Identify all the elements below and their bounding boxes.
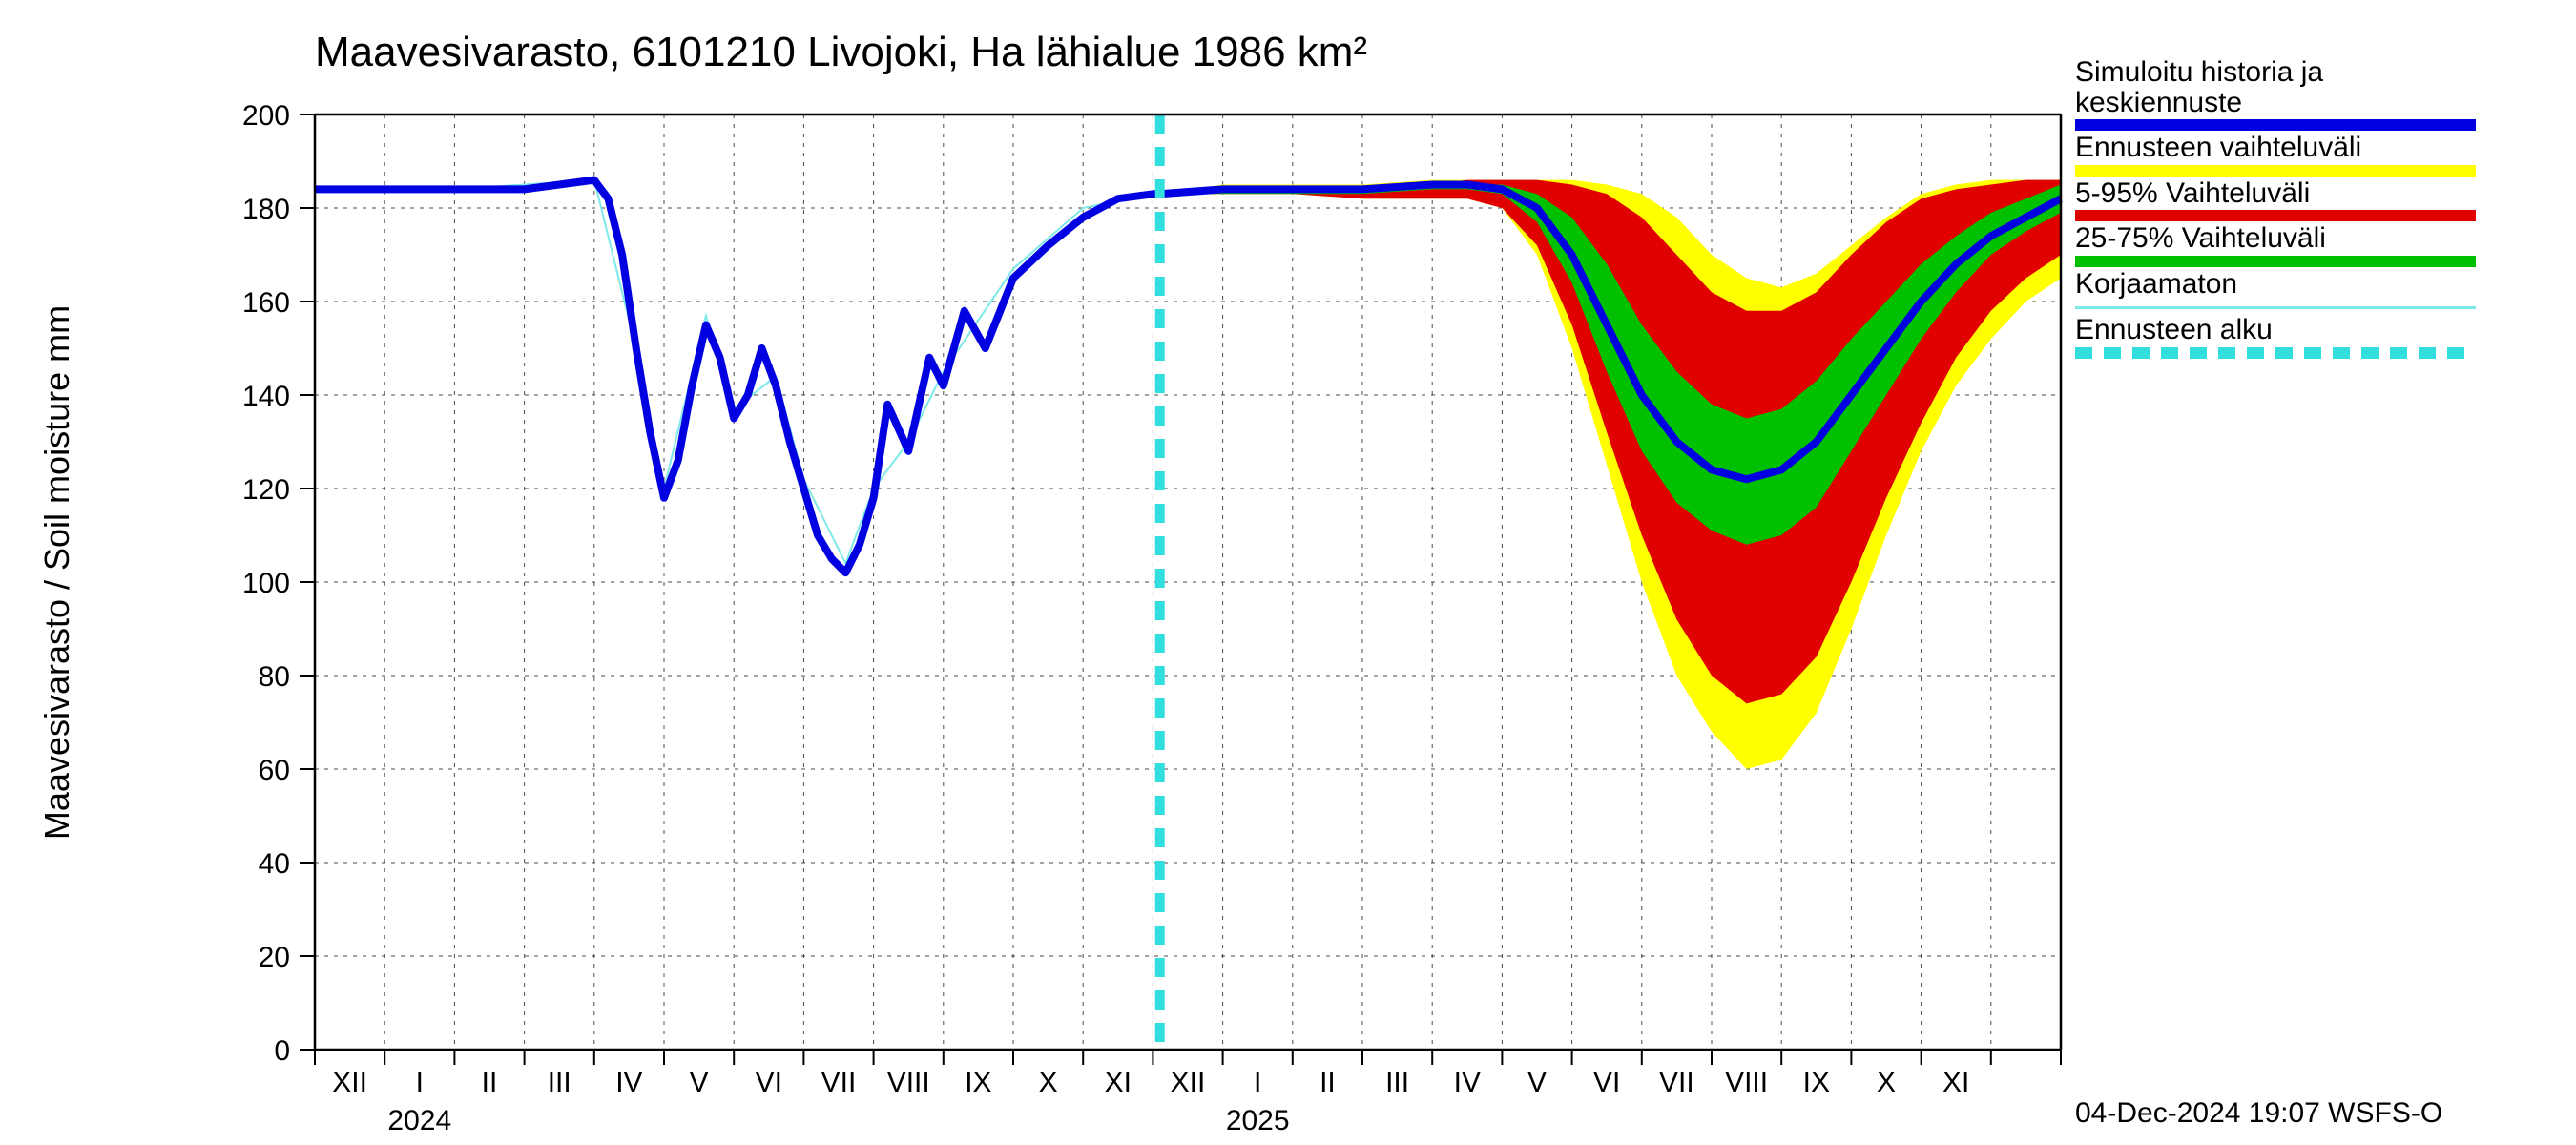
x-tick-label: II bbox=[1319, 1067, 1336, 1098]
y-tick-label: 0 bbox=[274, 1035, 290, 1067]
y-tick-label: 180 bbox=[242, 194, 290, 225]
x-tick-label: VI bbox=[1593, 1067, 1620, 1098]
chart-title: Maavesivarasto, 6101210 Livojoki, Ha läh… bbox=[315, 29, 1367, 76]
legend-label: Ennusteen vaihteluväli bbox=[2075, 133, 2476, 165]
legend-label: 25-75% Vaihteluväli bbox=[2075, 223, 2476, 256]
x-tick-label: V bbox=[690, 1067, 709, 1098]
legend-label: Simuloitu historia ja keskiennuste bbox=[2075, 57, 2476, 119]
x-tick-label: II bbox=[482, 1067, 498, 1098]
x-tick-label: XII bbox=[1171, 1067, 1206, 1098]
footer-timestamp: 04-Dec-2024 19:07 WSFS-O bbox=[2075, 1097, 2442, 1130]
year-label: 2024 bbox=[387, 1105, 451, 1136]
legend-label: 5-95% Vaihteluväli bbox=[2075, 178, 2476, 211]
y-tick-label: 100 bbox=[242, 568, 290, 599]
legend-swatch bbox=[2075, 306, 2476, 309]
x-tick-label: XII bbox=[332, 1067, 367, 1098]
year-label: 2025 bbox=[1226, 1105, 1290, 1136]
x-tick-label: VII bbox=[821, 1067, 857, 1098]
x-tick-label: XI bbox=[1105, 1067, 1132, 1098]
y-axis-label: Maavesivarasto / Soil moisture mm bbox=[37, 305, 77, 840]
legend-swatch bbox=[2075, 347, 2476, 359]
x-tick-label: X bbox=[1039, 1067, 1058, 1098]
x-tick-label: XI bbox=[1942, 1067, 1969, 1098]
legend-swatch bbox=[2075, 210, 2476, 221]
soil-moisture-chart: Maavesivarasto, 6101210 Livojoki, Ha läh… bbox=[0, 0, 2576, 1145]
x-tick-label: I bbox=[1254, 1067, 1261, 1098]
legend-item: Simuloitu historia ja keskiennuste bbox=[2075, 57, 2476, 131]
legend-swatch bbox=[2075, 256, 2476, 267]
x-tick-label: III bbox=[1385, 1067, 1409, 1098]
y-tick-label: 140 bbox=[242, 381, 290, 412]
x-tick-label: X bbox=[1877, 1067, 1896, 1098]
x-tick-label: IV bbox=[615, 1067, 642, 1098]
y-tick-label: 200 bbox=[242, 100, 290, 132]
y-tick-label: 40 bbox=[259, 848, 290, 880]
y-tick-label: 80 bbox=[259, 661, 290, 693]
y-tick-label: 60 bbox=[259, 755, 290, 786]
x-tick-label: VIII bbox=[1725, 1067, 1768, 1098]
y-tick-label: 20 bbox=[259, 942, 290, 973]
legend-item: 5-95% Vaihteluväli bbox=[2075, 178, 2476, 222]
legend-item: Ennusteen alku bbox=[2075, 315, 2476, 359]
x-tick-label: V bbox=[1527, 1067, 1547, 1098]
legend-item: Ennusteen vaihteluväli bbox=[2075, 133, 2476, 177]
history-line bbox=[315, 180, 1160, 573]
legend-item: 25-75% Vaihteluväli bbox=[2075, 223, 2476, 267]
legend-label: Ennusteen alku bbox=[2075, 315, 2476, 347]
x-tick-label: III bbox=[548, 1067, 571, 1098]
x-tick-label: VII bbox=[1659, 1067, 1694, 1098]
x-tick-label: I bbox=[416, 1067, 424, 1098]
x-tick-label: VI bbox=[756, 1067, 782, 1098]
x-tick-label: IX bbox=[965, 1067, 991, 1098]
y-tick-label: 120 bbox=[242, 474, 290, 506]
x-tick-label: IX bbox=[1803, 1067, 1830, 1098]
legend-swatch bbox=[2075, 165, 2476, 177]
y-tick-label: 160 bbox=[242, 287, 290, 319]
x-tick-label: IV bbox=[1454, 1067, 1481, 1098]
legend-label: Korjaamaton bbox=[2075, 269, 2476, 302]
legend-swatch bbox=[2075, 119, 2476, 131]
legend: Simuloitu historia ja keskiennuste Ennust… bbox=[2075, 57, 2476, 361]
legend-item: Korjaamaton bbox=[2075, 269, 2476, 310]
x-tick-label: VIII bbox=[887, 1067, 930, 1098]
